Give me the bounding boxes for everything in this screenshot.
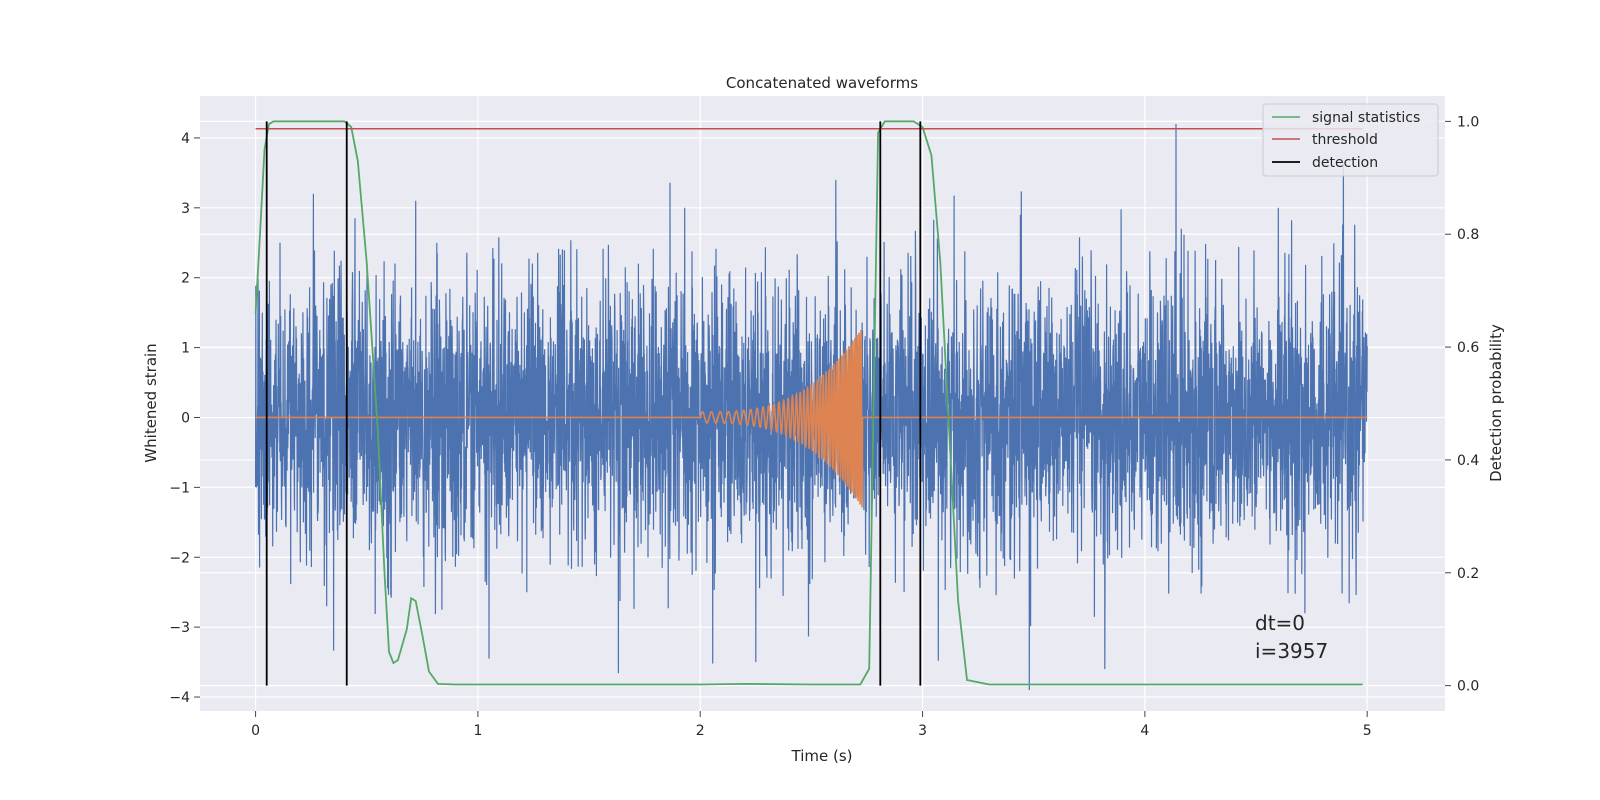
annotation: dt=0 i=3957 xyxy=(1255,611,1328,663)
legend: signal statistics threshold detection xyxy=(1262,103,1439,177)
axis-ticks: 0 1 2 3 4 5 4 3 2 1 0 −1 −2 −3 −4 1.0 0.8 0.6 0.4 0.2 0.0 xyxy=(169,114,1479,739)
noise-series xyxy=(255,123,1368,691)
y-tick-label: 2 xyxy=(181,271,190,287)
y-axis-label: Whitened strain xyxy=(142,343,160,462)
y2-tick-label: 0.8 xyxy=(1457,227,1479,243)
x-tick-label: 4 xyxy=(1140,723,1149,739)
x-tick-label: 1 xyxy=(473,723,482,739)
noise-trace xyxy=(255,123,1368,691)
signal-statistics-series xyxy=(254,120,1363,686)
y2-tick-label: 0.6 xyxy=(1457,340,1479,356)
legend-label-threshold: threshold xyxy=(1312,132,1378,148)
x-tick-label: 3 xyxy=(918,723,927,739)
y2-axis-label: Detection probability xyxy=(1487,324,1505,482)
detection-series xyxy=(265,121,922,686)
x-tick-label: 2 xyxy=(696,723,705,739)
x-axis-label: Time (s) xyxy=(791,747,853,765)
legend-label-signal-statistics: signal statistics xyxy=(1312,110,1420,126)
x-tick-label: 0 xyxy=(251,723,260,739)
y-tick-label: −2 xyxy=(169,550,190,566)
x-tick-label: 5 xyxy=(1363,723,1372,739)
y2-tick-label: 0.2 xyxy=(1457,566,1479,582)
y2-tick-label: 0.0 xyxy=(1457,679,1479,695)
template-series xyxy=(255,329,1368,508)
template-trace xyxy=(255,329,1368,508)
annotation-dt: dt=0 xyxy=(1255,611,1305,635)
y2-tick-label: 1.0 xyxy=(1457,114,1479,130)
y-tick-label: 4 xyxy=(181,131,190,147)
legend-box xyxy=(1262,103,1439,177)
y2-tick-label: 0.4 xyxy=(1457,453,1479,469)
y-tick-label: −1 xyxy=(169,480,190,496)
y-tick-label: −4 xyxy=(169,690,190,706)
chart-title: Concatenated waveforms xyxy=(726,74,918,92)
y-tick-label: 3 xyxy=(181,201,190,217)
signal-statistics-line xyxy=(254,120,1363,686)
legend-label-detection: detection xyxy=(1312,155,1378,171)
y-tick-label: −3 xyxy=(169,620,190,636)
annotation-i: i=3957 xyxy=(1255,639,1328,663)
y-tick-label: 0 xyxy=(181,410,190,426)
y-tick-label: 1 xyxy=(181,341,190,357)
